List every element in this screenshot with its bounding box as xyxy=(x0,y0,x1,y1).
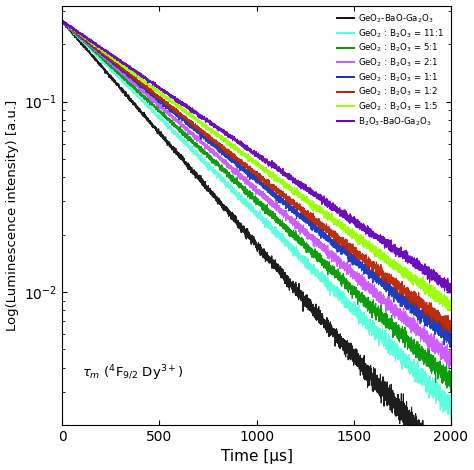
Legend: GeO$_2$-BaO-Ga$_2$O$_3$, GeO$_2$ : B$_2$O$_3$ = 11:1, GeO$_2$ : B$_2$O$_3$ = 5:1: GeO$_2$-BaO-Ga$_2$O$_3$, GeO$_2$ : B$_2$… xyxy=(334,10,447,130)
X-axis label: Time [μs]: Time [μs] xyxy=(220,449,292,464)
Text: $\tau_m$ ($^4$F$_{9/2}$ Dy$^{3+}$): $\tau_m$ ($^4$F$_{9/2}$ Dy$^{3+}$) xyxy=(82,364,183,383)
Y-axis label: Log(Luminescence intensity) [a.u.]: Log(Luminescence intensity) [a.u.] xyxy=(6,100,18,331)
